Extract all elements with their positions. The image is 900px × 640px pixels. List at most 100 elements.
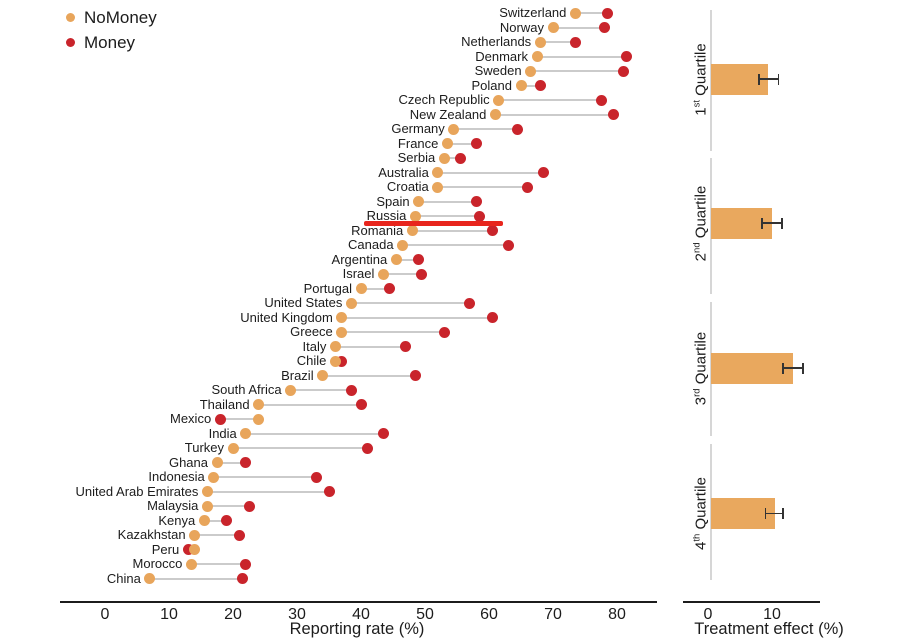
nomoney-dot (201, 500, 213, 512)
dumbbell-connector (418, 200, 477, 203)
money-dot (377, 428, 389, 439)
x-tick-label: 10 (763, 606, 781, 623)
money-dot (537, 167, 549, 178)
x-tick-label: 40 (352, 606, 370, 623)
nomoney-dot (531, 51, 543, 62)
dumbbell-connector (447, 142, 477, 145)
country-label: Denmark (475, 48, 528, 64)
country-label: United Kingdom (240, 309, 333, 325)
x-tick-label: 60 (480, 606, 498, 623)
country-label: Serbia (397, 150, 436, 165)
money-dot (486, 225, 498, 236)
country-label: Poland (471, 77, 512, 93)
error-bar-cap (782, 362, 784, 374)
x-tick-label: 20 (224, 606, 242, 623)
nomoney-dot (285, 384, 297, 396)
country-label: Romania (351, 222, 404, 238)
money-dot (621, 51, 633, 62)
dumbbell-connector (204, 519, 227, 522)
country-label: Turkey (184, 440, 224, 455)
treatment-effect-axis-line (683, 601, 820, 603)
nomoney-dot (198, 515, 210, 526)
dumbbell-connector (213, 476, 317, 478)
nomoney-dot (569, 7, 581, 19)
legend-item-money: Money (66, 30, 157, 55)
money-dot (569, 36, 581, 48)
error-bar (765, 512, 783, 515)
dumbbell-connector (553, 26, 605, 29)
dumbbell-connector (207, 490, 329, 493)
quartile-bar (711, 498, 776, 529)
reporting-rate-axis-title: Reporting rate (%) (289, 620, 425, 638)
dumbbell-connector (498, 99, 601, 101)
money-dot (355, 399, 367, 410)
country-label: Netherlands (461, 34, 532, 49)
country-label: Portugal (303, 280, 352, 296)
country-label: Brazil (281, 367, 314, 383)
country-label: Croatia (386, 179, 429, 194)
country-label: Morocco (132, 556, 183, 571)
dumbbell-connector (351, 302, 470, 304)
money-dot (413, 254, 425, 265)
money-dot (595, 94, 607, 106)
money-dot (240, 457, 252, 468)
dumbbell-connector (194, 534, 240, 536)
nomoney-dot (432, 167, 444, 178)
country-label: New Zealand (409, 106, 487, 122)
money-dot (243, 500, 255, 512)
country-label: Kazakhstan (117, 527, 186, 542)
country-label: Ghana (168, 454, 208, 470)
money-dot (240, 558, 252, 570)
nomoney-dot (448, 123, 460, 135)
money-dot (336, 355, 348, 367)
money-dot (214, 413, 226, 425)
x-tick-label: 0 (703, 606, 713, 623)
nomoney-dot (253, 399, 265, 410)
quartile-label: 4th Quartile (691, 477, 710, 550)
dumbbell-connector (444, 157, 461, 159)
money-dot (486, 312, 498, 323)
money-dot (237, 573, 249, 584)
nomoney-dot (525, 65, 537, 77)
dumbbell-connector (341, 331, 445, 333)
money-dot (464, 297, 476, 309)
country-label: Germany (391, 121, 445, 136)
nomoney-dot (211, 457, 223, 468)
country-label: Czech Republic (398, 92, 490, 107)
nomoney-dot (390, 254, 402, 265)
reporting-rate-axis-line (60, 601, 657, 603)
country-label: South Africa (211, 382, 282, 397)
nomoney-dot (329, 355, 341, 367)
legend: NoMoney Money (66, 5, 157, 55)
country-label: Israel (342, 266, 375, 281)
money-dot (470, 138, 482, 149)
money-dot (409, 370, 421, 381)
quartile-bar (711, 352, 794, 384)
dumbbell-connector (383, 273, 422, 275)
dumbbell-connector (396, 258, 419, 261)
nomoney-dot (189, 529, 201, 541)
money-dot (438, 326, 450, 338)
nomoney-dot (493, 94, 505, 106)
money-dot (323, 486, 335, 497)
quartile-label: 1st Quartile (691, 42, 710, 116)
money-dot (454, 152, 466, 164)
error-bar (759, 78, 779, 80)
money-dot (601, 7, 613, 19)
treatment-effect-axis-title: Treatment effect (%) (694, 620, 844, 638)
dumbbell-connector (207, 505, 249, 507)
money-dot (617, 65, 629, 77)
money-dot (502, 239, 514, 251)
country-label: Norway (499, 19, 544, 35)
nomoney-dot (336, 312, 348, 323)
nomoney-dot (441, 138, 453, 149)
error-bar (782, 367, 803, 369)
nomoney-dot (329, 341, 341, 352)
money-dot (521, 181, 533, 193)
dumbbell-connector (521, 84, 541, 87)
dumbbell-connector (575, 12, 608, 14)
dumbbell-connector (437, 186, 528, 188)
dumbbell-connector (258, 403, 361, 406)
error-bar-cap (781, 217, 784, 229)
nomoney-dot (345, 297, 357, 309)
